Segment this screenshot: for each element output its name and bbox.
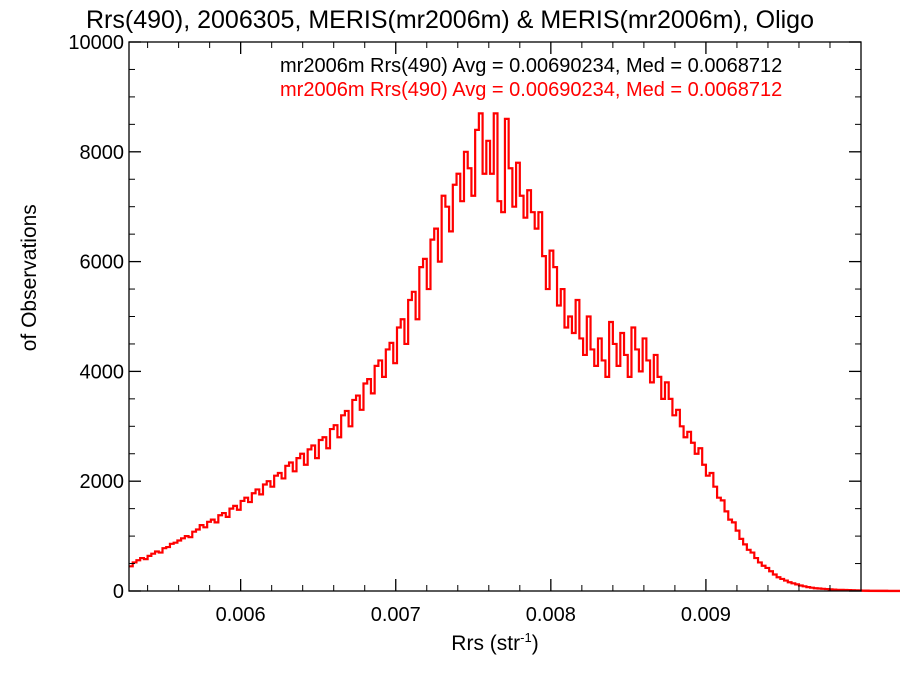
y-tick-label: 6000 bbox=[80, 252, 125, 274]
y-axis-label: Number of Observations bbox=[18, 204, 41, 432]
x-tick-label: 0.007 bbox=[371, 604, 421, 626]
chart-title: Rrs(490), 2006305, MERIS(mr2006m) & MERI… bbox=[86, 6, 814, 34]
y-axis: 0 2000 4000 6000 8000 10000 bbox=[68, 32, 861, 603]
y-tick-label: 8000 bbox=[80, 142, 125, 164]
x-tick-label: 0.008 bbox=[526, 604, 576, 626]
plot-area bbox=[128, 41, 900, 593]
y-tick-label: 4000 bbox=[80, 361, 125, 383]
stats-annotation-red: mr2006m Rrs(490) Avg = 0.00690234, Med =… bbox=[280, 79, 782, 101]
x-axis-label: Rrs (str-1) bbox=[451, 630, 538, 655]
x-axis: 0.006 0.007 0.008 0.009 bbox=[147, 42, 831, 626]
stats-annotation-black: mr2006m Rrs(490) Avg = 0.00690234, Med =… bbox=[280, 55, 782, 77]
x-tick-label: 0.009 bbox=[681, 604, 731, 626]
y-tick-label: 10000 bbox=[68, 32, 124, 54]
x-tick-label: 0.006 bbox=[216, 604, 266, 626]
y-tick-label: 0 bbox=[113, 581, 124, 603]
histogram-series-line bbox=[129, 112, 900, 593]
y-tick-label: 2000 bbox=[80, 471, 125, 493]
